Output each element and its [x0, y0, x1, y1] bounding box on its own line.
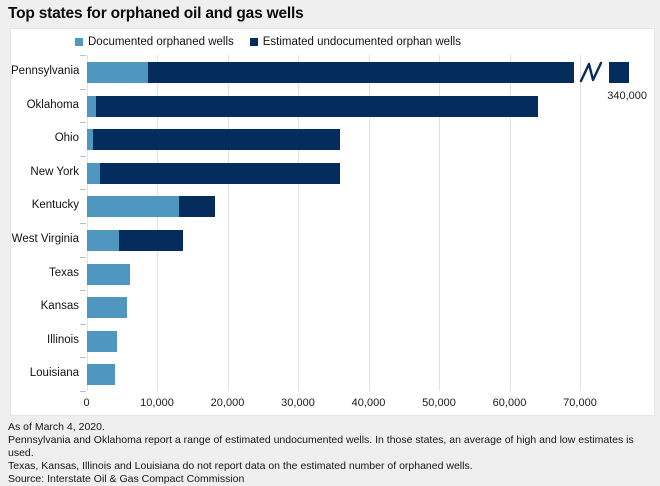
y-axis-tick: [80, 391, 86, 392]
bar-segment-undocumented: [147, 62, 574, 83]
grid-line: [86, 55, 88, 391]
x-axis-tick-label: 0: [83, 397, 90, 409]
bar-segment-undocumented: [92, 129, 341, 151]
x-axis-tick-label: 70,000: [563, 397, 597, 409]
bar-segment-documented: [86, 230, 119, 251]
legend-label-documented: Documented orphaned wells: [88, 36, 234, 48]
state-label: Oklahoma: [26, 98, 79, 111]
bar-segment-undocumented: [96, 95, 538, 117]
y-axis-tick: [80, 357, 86, 359]
footer-note-2: Texas, Kansas, Illinois and Louisiana do…: [8, 460, 473, 472]
axis-break-icon: [578, 59, 604, 91]
state-label: Louisiana: [29, 367, 79, 380]
x-axis-tick-label: 20,000: [210, 397, 245, 409]
bar-segment-undocumented: [178, 196, 215, 218]
x-axis-tick-label: 10,000: [140, 397, 174, 409]
footer-asof: As of March 4, 2020.: [8, 421, 105, 433]
chart-panel: Documented orphaned wells Estimated undo…: [10, 28, 655, 416]
bar-segment-documented: [86, 263, 131, 285]
state-label: Illinois: [47, 333, 79, 346]
bar-segment-documented: [86, 330, 117, 352]
legend-swatch-documented-icon: [75, 38, 83, 46]
bar-segment-undocumented: [118, 230, 184, 251]
pennsylvania-total-annotation: 340,000: [607, 90, 647, 102]
y-axis-tick: [80, 323, 86, 325]
y-axis-tick: [80, 55, 86, 56]
grid-line: [298, 55, 299, 391]
state-label: Kentucky: [31, 199, 79, 212]
grid-line: [227, 55, 229, 391]
state-label: West Virginia: [11, 233, 79, 245]
x-axis-tick-label: 50,000: [422, 397, 456, 409]
bar-row: New York: [11, 156, 654, 190]
bar-row: Ohio: [11, 122, 654, 156]
state-label: Pennsylvania: [11, 65, 80, 77]
x-axis-tick-label: 60,000: [492, 397, 527, 409]
bar-row: Kentucky: [11, 189, 654, 223]
y-axis-tick: [80, 223, 86, 224]
x-axis-tick-label: 40,000: [351, 397, 386, 409]
bar-segment-undocumented-after-break: [608, 62, 629, 83]
grid-line: [368, 55, 370, 391]
y-axis-tick: [80, 256, 86, 258]
chart-page: { "title": "Top states for orphaned oil …: [8, 5, 655, 485]
grid-line: [580, 55, 581, 391]
bar-segment-documented: [86, 297, 127, 319]
bar-segment-documented: [86, 162, 100, 184]
state-label: Kansas: [40, 300, 79, 313]
state-label: New York: [30, 165, 79, 178]
bar-row: Louisiana: [11, 357, 654, 391]
bar-row: Texas: [11, 257, 654, 291]
footer-note-1: Pennsylvania and Oklahoma report a range…: [8, 434, 634, 459]
bar-row: Oklahoma: [11, 89, 654, 123]
grid-line: [439, 55, 440, 391]
y-axis-tick: [80, 189, 86, 191]
grid-line: [157, 55, 158, 391]
y-axis-tick: [80, 155, 86, 157]
bar-row: Pennsylvania: [11, 55, 654, 89]
legend-swatch-undocumented-icon: [249, 38, 258, 46]
legend-label-undocumented: Estimated undocumented orphan wells: [262, 36, 461, 48]
footer-source: Source: Interstate Oil & Gas Compact Com…: [8, 473, 245, 485]
y-axis-tick: [80, 88, 86, 90]
grid-line: [509, 55, 511, 391]
bar-row: Kansas: [11, 290, 654, 324]
legend: Documented orphaned wells Estimated undo…: [75, 36, 461, 48]
legend-item-undocumented: Estimated undocumented orphan wells: [249, 36, 461, 48]
bar-segment-documented: [86, 95, 97, 117]
chart-footer: As of March 4, 2020. Pennsylvania and Ok…: [8, 421, 656, 486]
bar-segment-documented: [86, 62, 148, 83]
bar-segment-documented: [86, 129, 93, 151]
legend-item-documented: Documented orphaned wells: [75, 36, 234, 48]
plot-area: 0 10,000 20,000 30,000 40,000 50,000 60,000 70,…: [11, 55, 654, 409]
state-label: Texas: [48, 266, 79, 279]
x-axis-tick-label: 30,000: [281, 397, 315, 409]
bar-segment-documented: [86, 364, 115, 386]
y-axis-tick: [80, 122, 86, 124]
bar-segment-undocumented: [99, 162, 341, 184]
y-axis-tick: [80, 290, 86, 292]
chart-title: Top states for orphaned oil and gas well…: [8, 5, 304, 22]
bar-row: Illinois: [11, 324, 654, 358]
bar-segment-documented: [86, 196, 179, 218]
bar-row: West Virginia: [11, 223, 654, 257]
state-label: Ohio: [54, 132, 79, 145]
